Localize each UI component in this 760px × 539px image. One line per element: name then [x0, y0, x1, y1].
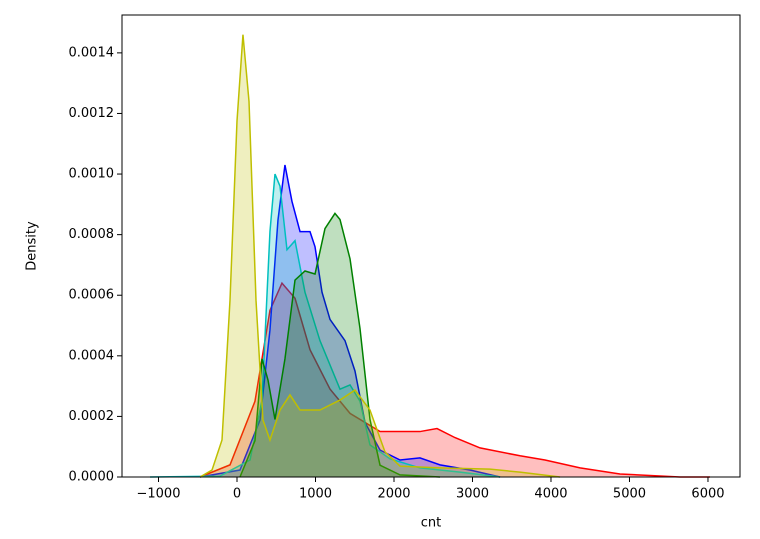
x-tick-label: 0: [233, 487, 241, 502]
area-fill: [239, 213, 440, 477]
area-fill: [200, 34, 561, 477]
y-axis-label: Density: [25, 221, 40, 271]
x-axis-label: cnt: [421, 516, 441, 531]
y-tick-label: 0.0002: [69, 409, 115, 424]
x-tick-label: 1000: [299, 487, 332, 502]
x-tick-label: 5000: [613, 487, 646, 502]
x-tick-label: −1000: [137, 487, 181, 502]
plot-frame: [121, 14, 741, 478]
x-tick-label: 2000: [377, 487, 410, 502]
density-line: [199, 164, 501, 478]
y-tick-label: 0.0008: [69, 227, 115, 242]
y-tick-label: 0.0010: [69, 167, 115, 182]
y-tick-label: 0.0012: [69, 106, 115, 121]
x-tick-label: 6000: [691, 487, 724, 502]
y-tick-label: 0.0000: [69, 470, 115, 485]
x-tick-label: 4000: [534, 487, 567, 502]
y-tick-label: 0.0004: [69, 348, 115, 363]
area-fill: [150, 174, 501, 477]
density-line: [199, 281, 711, 478]
area-fill: [200, 164, 501, 477]
density-line: [199, 34, 561, 478]
density-line: [239, 212, 441, 478]
area-fill: [200, 283, 711, 477]
y-tick-label: 0.0006: [69, 288, 115, 303]
x-tick-label: 3000: [456, 487, 489, 502]
y-tick-label: 0.0014: [69, 45, 115, 60]
